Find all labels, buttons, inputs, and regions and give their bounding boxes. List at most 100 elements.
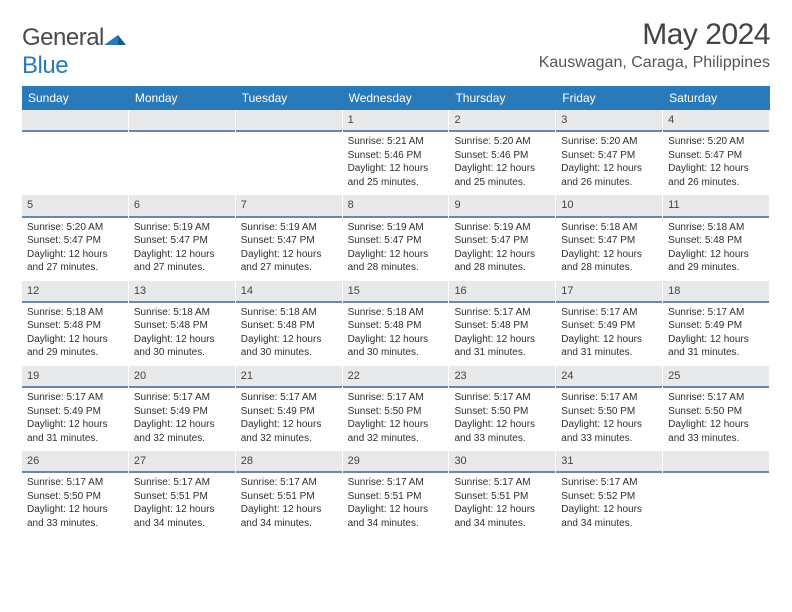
- title-block: May 2024 Kauswagan, Caraga, Philippines: [539, 18, 770, 72]
- sunrise-line: Sunrise: 5:17 AM: [454, 476, 550, 490]
- sunrise-line: Sunrise: 5:17 AM: [134, 476, 230, 490]
- day-number: [663, 451, 769, 473]
- day-number: 6: [129, 195, 235, 217]
- calendar-day-cell: 9Sunrise: 5:19 AMSunset: 5:47 PMDaylight…: [449, 195, 556, 280]
- sunrise-line: Sunrise: 5:17 AM: [27, 391, 123, 405]
- day-details: Sunrise: 5:17 AMSunset: 5:52 PMDaylight:…: [556, 473, 662, 536]
- sunset-line: Sunset: 5:49 PM: [668, 319, 764, 333]
- daylight-line: Daylight: 12 hours and 33 minutes.: [454, 418, 550, 445]
- day-number: 5: [22, 195, 128, 217]
- sunrise-line: Sunrise: 5:17 AM: [668, 306, 764, 320]
- logo-mark-icon: [104, 29, 126, 45]
- sunset-line: Sunset: 5:49 PM: [561, 319, 657, 333]
- sunrise-line: Sunrise: 5:20 AM: [27, 221, 123, 235]
- daylight-line: Daylight: 12 hours and 33 minutes.: [561, 418, 657, 445]
- daylight-line: Daylight: 12 hours and 26 minutes.: [668, 162, 764, 189]
- sunset-line: Sunset: 5:47 PM: [561, 234, 657, 248]
- calendar-day-cell: 22Sunrise: 5:17 AMSunset: 5:50 PMDayligh…: [343, 366, 450, 451]
- calendar-day-cell: 14Sunrise: 5:18 AMSunset: 5:48 PMDayligh…: [236, 281, 343, 366]
- weekday-header-row: SundayMondayTuesdayWednesdayThursdayFrid…: [22, 86, 770, 110]
- day-number: 27: [129, 451, 235, 473]
- calendar-day-cell: 18Sunrise: 5:17 AMSunset: 5:49 PMDayligh…: [663, 281, 770, 366]
- sunset-line: Sunset: 5:50 PM: [348, 405, 444, 419]
- sunrise-line: Sunrise: 5:17 AM: [561, 391, 657, 405]
- sunset-line: Sunset: 5:48 PM: [454, 319, 550, 333]
- calendar-day-cell: 1Sunrise: 5:21 AMSunset: 5:46 PMDaylight…: [343, 110, 450, 195]
- sunrise-line: Sunrise: 5:17 AM: [668, 391, 764, 405]
- day-number: 29: [343, 451, 449, 473]
- sunrise-line: Sunrise: 5:18 AM: [27, 306, 123, 320]
- day-details: Sunrise: 5:17 AMSunset: 5:50 PMDaylight:…: [663, 388, 769, 451]
- day-number: 30: [449, 451, 555, 473]
- day-number: 7: [236, 195, 342, 217]
- day-details: Sunrise: 5:18 AMSunset: 5:48 PMDaylight:…: [129, 303, 235, 366]
- day-details: Sunrise: 5:17 AMSunset: 5:49 PMDaylight:…: [129, 388, 235, 451]
- sunrise-line: Sunrise: 5:17 AM: [454, 306, 550, 320]
- day-details: Sunrise: 5:20 AMSunset: 5:47 PMDaylight:…: [22, 218, 128, 281]
- calendar-day-cell: 13Sunrise: 5:18 AMSunset: 5:48 PMDayligh…: [129, 281, 236, 366]
- sunrise-line: Sunrise: 5:18 AM: [134, 306, 230, 320]
- sunset-line: Sunset: 5:47 PM: [668, 149, 764, 163]
- calendar-week-row: 26Sunrise: 5:17 AMSunset: 5:50 PMDayligh…: [22, 451, 770, 536]
- sunrise-line: Sunrise: 5:20 AM: [454, 135, 550, 149]
- sunset-line: Sunset: 5:47 PM: [241, 234, 337, 248]
- day-details: Sunrise: 5:17 AMSunset: 5:50 PMDaylight:…: [556, 388, 662, 451]
- day-number: 10: [556, 195, 662, 217]
- day-number: 11: [663, 195, 769, 217]
- day-details: Sunrise: 5:19 AMSunset: 5:47 PMDaylight:…: [129, 218, 235, 281]
- daylight-line: Daylight: 12 hours and 25 minutes.: [348, 162, 444, 189]
- day-details: Sunrise: 5:17 AMSunset: 5:50 PMDaylight:…: [22, 473, 128, 536]
- daylight-line: Daylight: 12 hours and 31 minutes.: [27, 418, 123, 445]
- daylight-line: Daylight: 12 hours and 30 minutes.: [134, 333, 230, 360]
- day-details: Sunrise: 5:18 AMSunset: 5:48 PMDaylight:…: [663, 218, 769, 281]
- sunset-line: Sunset: 5:47 PM: [134, 234, 230, 248]
- sunset-line: Sunset: 5:51 PM: [134, 490, 230, 504]
- day-details: Sunrise: 5:20 AMSunset: 5:46 PMDaylight:…: [449, 132, 555, 195]
- calendar-day-cell: 24Sunrise: 5:17 AMSunset: 5:50 PMDayligh…: [556, 366, 663, 451]
- day-number: 17: [556, 281, 662, 303]
- sunrise-line: Sunrise: 5:18 AM: [561, 221, 657, 235]
- daylight-line: Daylight: 12 hours and 29 minutes.: [27, 333, 123, 360]
- day-number: 19: [22, 366, 128, 388]
- calendar-day-cell: 2Sunrise: 5:20 AMSunset: 5:46 PMDaylight…: [449, 110, 556, 195]
- day-details: Sunrise: 5:17 AMSunset: 5:50 PMDaylight:…: [343, 388, 449, 451]
- sunset-line: Sunset: 5:52 PM: [561, 490, 657, 504]
- calendar-day-cell: 12Sunrise: 5:18 AMSunset: 5:48 PMDayligh…: [22, 281, 129, 366]
- sunset-line: Sunset: 5:49 PM: [134, 405, 230, 419]
- day-number: 13: [129, 281, 235, 303]
- day-number: 12: [22, 281, 128, 303]
- sunrise-line: Sunrise: 5:17 AM: [241, 391, 337, 405]
- month-title: May 2024: [539, 18, 770, 52]
- daylight-line: Daylight: 12 hours and 33 minutes.: [668, 418, 764, 445]
- sunset-line: Sunset: 5:47 PM: [348, 234, 444, 248]
- day-number: 28: [236, 451, 342, 473]
- calendar-day-cell: 15Sunrise: 5:18 AMSunset: 5:48 PMDayligh…: [343, 281, 450, 366]
- day-details: Sunrise: 5:20 AMSunset: 5:47 PMDaylight:…: [556, 132, 662, 195]
- sunrise-line: Sunrise: 5:18 AM: [241, 306, 337, 320]
- daylight-line: Daylight: 12 hours and 27 minutes.: [27, 248, 123, 275]
- daylight-line: Daylight: 12 hours and 30 minutes.: [348, 333, 444, 360]
- daylight-line: Daylight: 12 hours and 26 minutes.: [561, 162, 657, 189]
- day-number: 25: [663, 366, 769, 388]
- day-details: Sunrise: 5:17 AMSunset: 5:51 PMDaylight:…: [129, 473, 235, 536]
- calendar-day-cell: 16Sunrise: 5:17 AMSunset: 5:48 PMDayligh…: [449, 281, 556, 366]
- calendar-day-cell: 29Sunrise: 5:17 AMSunset: 5:51 PMDayligh…: [343, 451, 450, 536]
- sunrise-line: Sunrise: 5:17 AM: [134, 391, 230, 405]
- logo-text: GeneralBlue: [22, 24, 126, 80]
- sunset-line: Sunset: 5:48 PM: [348, 319, 444, 333]
- calendar-day-cell: 20Sunrise: 5:17 AMSunset: 5:49 PMDayligh…: [129, 366, 236, 451]
- logo-word-1: General: [22, 24, 104, 51]
- calendar-day-cell: 26Sunrise: 5:17 AMSunset: 5:50 PMDayligh…: [22, 451, 129, 536]
- daylight-line: Daylight: 12 hours and 33 minutes.: [27, 503, 123, 530]
- day-number: 22: [343, 366, 449, 388]
- daylight-line: Daylight: 12 hours and 31 minutes.: [668, 333, 764, 360]
- day-number: 14: [236, 281, 342, 303]
- day-number: 23: [449, 366, 555, 388]
- day-number: 3: [556, 110, 662, 132]
- calendar-week-row: 19Sunrise: 5:17 AMSunset: 5:49 PMDayligh…: [22, 366, 770, 451]
- day-number: [22, 110, 128, 132]
- day-details: Sunrise: 5:17 AMSunset: 5:49 PMDaylight:…: [663, 303, 769, 366]
- weekday-header: Saturday: [663, 86, 770, 110]
- calendar-day-cell: 6Sunrise: 5:19 AMSunset: 5:47 PMDaylight…: [129, 195, 236, 280]
- calendar-day-cell: 8Sunrise: 5:19 AMSunset: 5:47 PMDaylight…: [343, 195, 450, 280]
